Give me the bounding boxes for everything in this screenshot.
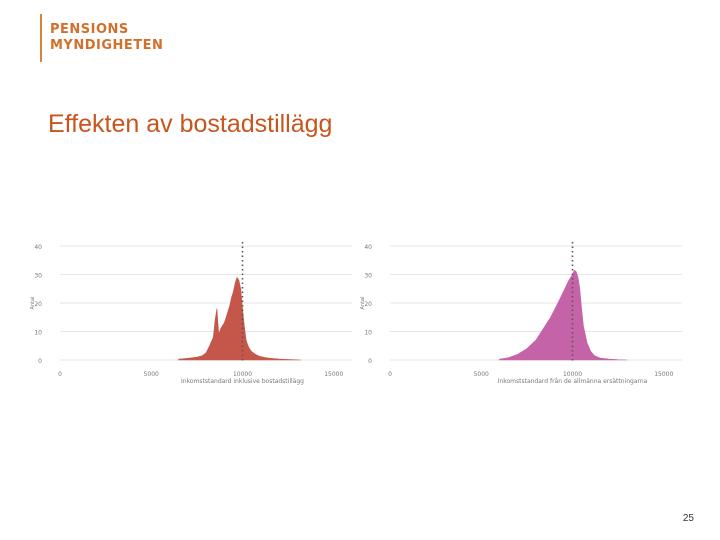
y-tick-label: 20 [34, 301, 42, 308]
x-tick-label: 0 [388, 371, 392, 378]
y-tick-label: 20 [364, 301, 372, 308]
x-tick-label: 15000 [324, 371, 343, 378]
y-axis-label: Antal [30, 296, 36, 309]
logo-bar [40, 14, 42, 62]
y-tick-label: 40 [364, 244, 372, 251]
x-tick-label: 10000 [563, 371, 582, 378]
logo-text-line2: MYNDIGHETEN [50, 38, 164, 53]
y-tick-label: 0 [368, 358, 372, 365]
chart-svg-right: 40 30 20 10 0 0 5000 10000 15000 Inkomststandard … [360, 242, 682, 385]
x-tick-label: 10000 [233, 371, 252, 378]
x-tick-label: 0 [58, 371, 62, 378]
chart-general-benefits: 40 30 20 10 0 0 5000 10000 15000 Inkomststandard … [360, 236, 690, 396]
slide-title: Effekten av bostadstillägg [48, 110, 333, 138]
x-axis-label: Inkomststandard från de allmänna ersättn… [498, 378, 648, 385]
distribution-area [499, 269, 628, 361]
chart-svg-left: 40 30 20 10 0 0 5000 10000 15000 Inkomststandard … [30, 242, 352, 385]
page-number: 25 [682, 513, 694, 524]
chart-with-housing-supplement: 40 30 20 10 0 0 5000 10000 15000 Inkomststandard … [30, 236, 360, 396]
y-tick-label: 30 [34, 273, 42, 280]
y-tick-label: 30 [364, 273, 372, 280]
distribution-area [178, 276, 301, 361]
logo-text-line1: PENSIONS [50, 22, 129, 37]
y-tick-label: 10 [34, 330, 42, 337]
y-tick-label: 0 [38, 358, 42, 365]
y-axis-label: Antal [360, 296, 366, 309]
y-tick-label: 10 [364, 330, 372, 337]
x-tick-label: 5000 [144, 371, 159, 378]
y-tick-label: 40 [34, 244, 42, 251]
x-tick-label: 5000 [474, 371, 489, 378]
x-tick-label: 15000 [654, 371, 673, 378]
x-axis-label: Inkomststandard inklusive bostadstillägg [181, 378, 304, 385]
